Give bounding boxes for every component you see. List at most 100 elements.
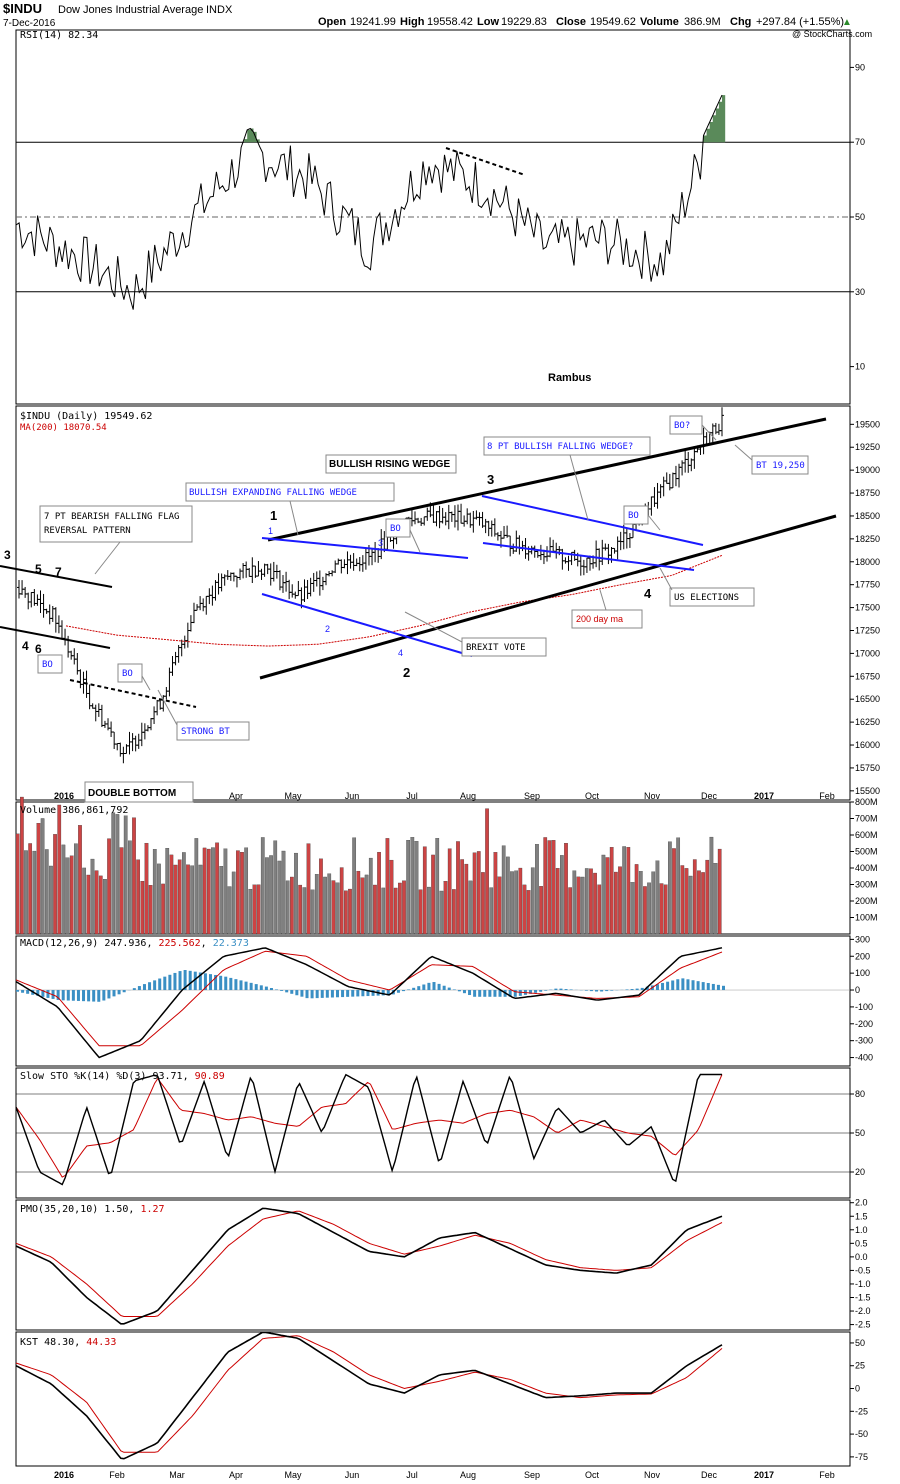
macd-hist-bar	[518, 990, 522, 996]
flag-title-2: REVERSAL PATTERN	[44, 526, 131, 536]
macd-hist-bar	[447, 987, 451, 991]
falling-upper-line	[481, 495, 704, 546]
ma200-box	[571, 609, 643, 629]
volume-bar	[427, 886, 431, 935]
pmo-tick-label: 1.0	[855, 1225, 868, 1235]
volume-bar	[49, 865, 53, 935]
price-tick-label: 19000	[855, 465, 880, 475]
flag-point-6: 6	[35, 642, 42, 656]
volume-bar	[668, 841, 672, 935]
kst-signal-line	[15, 1335, 723, 1453]
volume-bar	[564, 843, 568, 935]
macd-hist-bar	[117, 990, 121, 995]
wedge-title: BULLISH RISING WEDGE	[329, 459, 450, 470]
volume-tick-label: 100M	[855, 913, 878, 923]
volume-bar	[398, 882, 402, 935]
macd-hist-bar	[188, 970, 192, 991]
macd-hist-bar	[259, 985, 263, 991]
bo-box-1	[385, 518, 411, 538]
volume-bar	[418, 889, 423, 935]
flag-point-7: 7	[55, 565, 62, 579]
kst-label: KST 48.30, 44.33	[20, 1337, 116, 1348]
volume-bar	[90, 858, 95, 935]
macd-hist-bar	[407, 989, 411, 991]
volume-bar	[535, 844, 539, 935]
bo-pointer-1	[409, 529, 421, 553]
rsi-tick-label: 50	[855, 212, 865, 222]
volume-bar	[123, 815, 128, 935]
rsi-line	[15, 94, 723, 310]
volume-bar	[223, 848, 228, 935]
volume-bar	[680, 865, 685, 935]
macd-hist-bar	[544, 990, 548, 991]
volume-bar	[452, 889, 456, 935]
macd-hist-bar	[468, 990, 472, 996]
volume-bar	[647, 882, 651, 935]
price-x-label: Feb	[819, 791, 835, 801]
macd-hist-bar	[493, 990, 497, 997]
bottom-x-label: Aug	[460, 1470, 476, 1480]
macd-signal-line	[15, 950, 723, 1047]
volume-bar	[202, 847, 207, 935]
volume-tick-label: 500M	[855, 847, 878, 857]
macd-hist-bar	[269, 988, 273, 991]
price-x-label: Sep	[524, 791, 540, 801]
volume-bar	[431, 854, 435, 935]
volume-bar	[65, 857, 70, 935]
pmo-tick-label: 2.0	[855, 1198, 868, 1208]
volume-bar	[98, 875, 103, 935]
volume-bar	[435, 838, 440, 935]
volume-bar	[460, 859, 465, 935]
high-label: High	[400, 16, 425, 28]
pmo-signal-line	[15, 1210, 723, 1317]
volume-bar	[74, 843, 78, 935]
panels: 9070503010195001925019000187501850018250…	[15, 29, 880, 1480]
macd-hist-bar	[625, 989, 629, 991]
macd-hist-bar	[280, 990, 284, 991]
macd-hist-bar	[605, 990, 609, 992]
macd-hist-bar	[686, 979, 690, 991]
macd-hist-bar	[335, 990, 339, 998]
bottom-x-label: Nov	[644, 1470, 661, 1480]
macd-hist-bar	[21, 990, 25, 993]
volume-bar	[44, 849, 49, 935]
macd-label: MACD(12,26,9) 247.936, 225.562, 22.373	[20, 938, 249, 949]
macd-hist-bar	[569, 989, 573, 991]
macd-hist-bar	[290, 990, 294, 994]
volume-bar	[165, 848, 170, 935]
point-2: 2	[403, 665, 410, 680]
sto-tick-label: 50	[855, 1128, 865, 1138]
chg-value: +297.84 (+1.55%)	[756, 16, 844, 28]
bo-label-3: BO	[122, 669, 133, 679]
flag-point-5: 5	[35, 562, 42, 576]
volume-bar	[215, 842, 219, 935]
bottom-x-label: Jun	[345, 1470, 360, 1480]
macd-hist-bar	[427, 982, 431, 991]
volume-bar	[547, 840, 552, 935]
volume-bar	[626, 847, 631, 935]
price-tick-label: 15750	[855, 763, 880, 773]
volume-bar	[103, 879, 107, 935]
volume-bar	[572, 870, 577, 935]
volume-panel-label: Volume 386,861,792	[20, 805, 128, 816]
volume-bar	[294, 852, 298, 935]
elections-label: US ELECTIONS	[674, 593, 739, 603]
volume-bar	[609, 847, 614, 935]
volume-bar	[393, 887, 398, 935]
macd-hist-bar	[16, 990, 19, 992]
volume-bar	[186, 864, 190, 935]
double-bottom-label: DOUBLE BOTTOM	[88, 788, 176, 799]
macd-hist-bar	[564, 989, 568, 991]
ma200-line	[65, 554, 723, 647]
volume-bar	[177, 859, 182, 935]
macd-hist-bar	[483, 990, 487, 997]
volume-bar	[489, 887, 494, 935]
price-label: $INDU (Daily) 19549.62	[20, 411, 152, 422]
high-value: 19558.42	[427, 16, 473, 28]
volume-bar	[638, 871, 643, 935]
brexit-label: BREXIT VOTE	[466, 643, 526, 653]
volume-bar	[659, 883, 664, 935]
volume-bar	[348, 888, 352, 935]
brexit-box	[461, 637, 547, 657]
bo-q-label: BO?	[674, 421, 690, 431]
